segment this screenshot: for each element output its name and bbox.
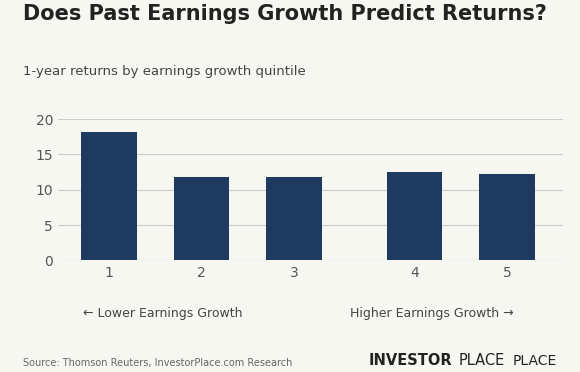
Text: PLACE: PLACE xyxy=(458,353,505,368)
Text: Does Past Earnings Growth Predict Returns?: Does Past Earnings Growth Predict Return… xyxy=(23,4,547,24)
Text: Higher Earnings Growth →: Higher Earnings Growth → xyxy=(350,307,514,320)
Text: 1-year returns by earnings growth quintile: 1-year returns by earnings growth quinti… xyxy=(23,65,306,78)
Text: INVESTOR: INVESTOR xyxy=(368,353,452,368)
Bar xyxy=(174,177,229,260)
Text: PLACE: PLACE xyxy=(513,354,557,368)
Bar xyxy=(81,132,137,260)
Text: ← Lower Earnings Growth: ← Lower Earnings Growth xyxy=(83,307,242,320)
Bar xyxy=(479,174,535,260)
Bar xyxy=(266,177,322,260)
Text: Source: Thomson Reuters, InvestorPlace.com Research: Source: Thomson Reuters, InvestorPlace.c… xyxy=(23,358,292,368)
Bar xyxy=(387,172,442,260)
